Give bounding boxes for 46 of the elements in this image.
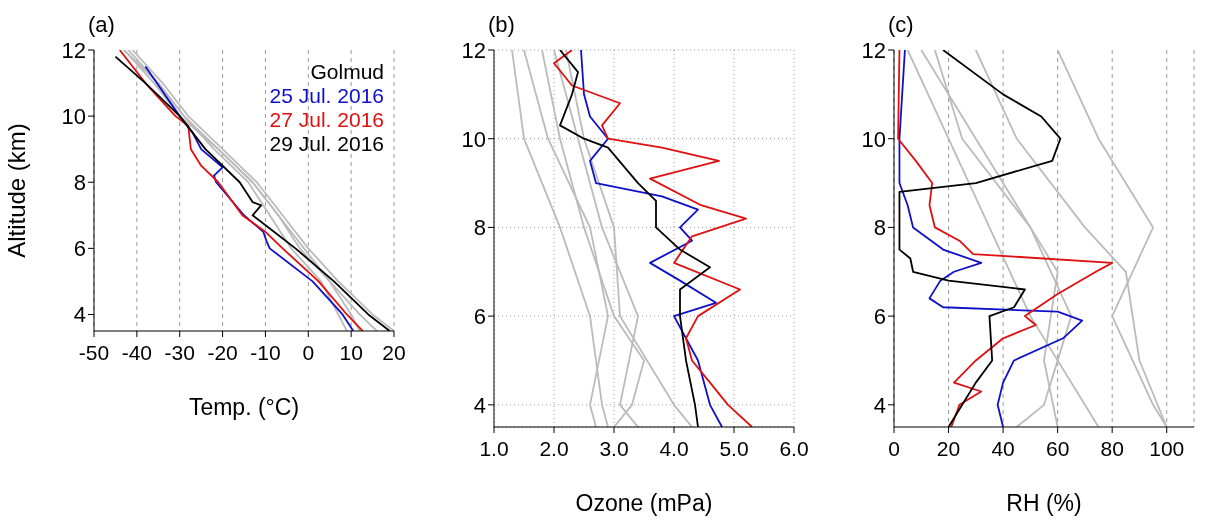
y-tick-label: 6 (473, 303, 486, 329)
x-tick-label: 40 (991, 436, 1015, 460)
y-tick-label: 6 (873, 303, 886, 329)
y-axis-title: Altitude (km) (2, 123, 30, 258)
y-tick-label: 8 (73, 170, 86, 196)
y-tick-label: 10 (61, 103, 86, 129)
y-tick-label: 4 (473, 392, 486, 418)
chart-title: (a) (88, 12, 115, 38)
y-tick-label: 12 (61, 37, 86, 63)
y-tick-label: 10 (861, 126, 886, 152)
y-tick-label: 8 (473, 215, 486, 241)
x-tick-label: 0 (302, 340, 315, 364)
x-tick-label: -30 (164, 340, 195, 364)
x-tick-label: -20 (207, 340, 238, 364)
legend-title: Golmud (309, 60, 384, 84)
series-label: 29 Jul. 2016 (269, 132, 384, 156)
y-tick-label: 4 (73, 302, 86, 328)
text: 27 Jul. 2016 (269, 108, 384, 132)
x-tick-label: -40 (121, 340, 153, 364)
y-tick-label: 10 (461, 126, 486, 152)
x-axis-title: Temp. (°C) (188, 394, 300, 420)
y-tick-label: 6 (73, 236, 86, 262)
x-tick-label: 60 (1045, 436, 1070, 460)
x-tick-label: 2.0 (539, 436, 569, 460)
x-tick-label: 20 (936, 436, 961, 460)
x-axis-title: RH (%) (1006, 490, 1082, 516)
chart-title: (b) (488, 12, 515, 38)
y-tick-label: 4 (873, 392, 886, 418)
x-tick-label: 20 (382, 340, 406, 364)
x-tick-label: 5.0 (719, 436, 749, 460)
text: 25 Jul. 2016 (269, 84, 384, 108)
chart-title: (c) (888, 12, 914, 38)
x-tick-label: 6.0 (779, 436, 809, 460)
x-tick-label: 3.0 (599, 436, 629, 460)
x-tick-label: 1.0 (479, 436, 509, 460)
x-tick-label: 10 (339, 340, 363, 364)
x-tick-label: 4.0 (659, 436, 689, 460)
x-tick-label: 100 (1149, 436, 1185, 460)
x-tick-label: -10 (250, 340, 281, 364)
x-tick-label: -50 (78, 340, 110, 364)
y-tick-label: 12 (461, 37, 486, 63)
x-axis-title: Ozone (mPa) (575, 490, 713, 516)
x-tick-label: 0 (888, 436, 900, 460)
x-tick-label: 80 (1100, 436, 1124, 460)
y-tick-label: 12 (861, 37, 886, 63)
y-tick-label: 8 (873, 215, 886, 241)
